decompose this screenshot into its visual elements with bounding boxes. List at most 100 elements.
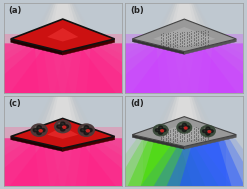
- Polygon shape: [0, 42, 142, 93]
- Circle shape: [31, 124, 47, 136]
- Circle shape: [37, 131, 41, 135]
- Polygon shape: [184, 135, 236, 149]
- Polygon shape: [154, 138, 247, 186]
- Circle shape: [155, 129, 159, 132]
- Circle shape: [64, 125, 69, 128]
- Circle shape: [58, 123, 64, 127]
- Polygon shape: [76, 43, 140, 93]
- Circle shape: [203, 129, 207, 133]
- Polygon shape: [97, 43, 182, 93]
- Text: (b): (b): [130, 5, 144, 15]
- Circle shape: [63, 126, 66, 128]
- Circle shape: [201, 125, 215, 137]
- Polygon shape: [51, 96, 75, 132]
- Circle shape: [81, 129, 85, 132]
- Polygon shape: [0, 136, 169, 186]
- Polygon shape: [153, 124, 215, 142]
- Polygon shape: [47, 127, 78, 139]
- Polygon shape: [10, 136, 116, 186]
- Circle shape: [179, 126, 183, 129]
- Polygon shape: [0, 43, 71, 93]
- Polygon shape: [132, 39, 184, 54]
- Polygon shape: [184, 39, 236, 54]
- Polygon shape: [0, 42, 169, 93]
- Circle shape: [84, 131, 89, 135]
- Polygon shape: [141, 138, 247, 186]
- Polygon shape: [37, 96, 89, 132]
- Polygon shape: [0, 43, 39, 93]
- Circle shape: [39, 130, 42, 132]
- Polygon shape: [131, 42, 237, 93]
- Text: (d): (d): [130, 99, 144, 108]
- Polygon shape: [102, 138, 231, 186]
- Polygon shape: [168, 96, 201, 132]
- Polygon shape: [65, 43, 150, 93]
- Circle shape: [41, 129, 45, 132]
- Polygon shape: [37, 3, 89, 37]
- Polygon shape: [158, 3, 210, 37]
- Polygon shape: [76, 138, 140, 186]
- Polygon shape: [86, 43, 193, 93]
- Circle shape: [208, 131, 211, 133]
- Text: (a): (a): [8, 5, 22, 15]
- Circle shape: [61, 122, 65, 125]
- Polygon shape: [118, 43, 161, 93]
- Polygon shape: [172, 96, 196, 132]
- Polygon shape: [32, 96, 93, 132]
- Polygon shape: [132, 135, 184, 149]
- Circle shape: [209, 129, 213, 133]
- Polygon shape: [0, 136, 142, 186]
- Polygon shape: [54, 138, 161, 186]
- Circle shape: [159, 131, 163, 134]
- Polygon shape: [32, 3, 93, 37]
- Circle shape: [180, 124, 185, 128]
- Polygon shape: [197, 43, 247, 93]
- Polygon shape: [11, 136, 63, 151]
- Circle shape: [88, 129, 92, 132]
- Polygon shape: [105, 42, 247, 93]
- Polygon shape: [0, 138, 71, 186]
- Polygon shape: [11, 119, 115, 148]
- Polygon shape: [0, 138, 39, 186]
- Polygon shape: [163, 3, 206, 37]
- Polygon shape: [63, 39, 115, 55]
- Polygon shape: [41, 96, 84, 132]
- Polygon shape: [86, 43, 129, 93]
- Polygon shape: [132, 19, 236, 52]
- Polygon shape: [125, 34, 243, 93]
- Polygon shape: [107, 43, 171, 93]
- Polygon shape: [128, 138, 206, 186]
- Polygon shape: [47, 28, 78, 42]
- Circle shape: [33, 129, 38, 132]
- Polygon shape: [178, 141, 226, 186]
- Polygon shape: [158, 96, 210, 132]
- Circle shape: [182, 128, 186, 132]
- Polygon shape: [0, 43, 50, 93]
- Circle shape: [82, 126, 87, 131]
- Polygon shape: [46, 3, 79, 37]
- Polygon shape: [166, 138, 245, 186]
- Polygon shape: [65, 138, 150, 186]
- Polygon shape: [132, 117, 236, 146]
- Polygon shape: [0, 138, 60, 186]
- Polygon shape: [153, 27, 215, 46]
- Polygon shape: [208, 43, 247, 93]
- Polygon shape: [115, 138, 219, 186]
- Circle shape: [61, 128, 65, 131]
- Circle shape: [177, 122, 192, 133]
- Polygon shape: [0, 138, 50, 186]
- Polygon shape: [0, 43, 60, 93]
- Circle shape: [86, 130, 89, 132]
- Circle shape: [78, 124, 94, 136]
- Polygon shape: [4, 127, 122, 186]
- Polygon shape: [154, 3, 215, 37]
- Polygon shape: [163, 96, 206, 132]
- Circle shape: [185, 126, 190, 129]
- Polygon shape: [86, 138, 129, 186]
- Polygon shape: [187, 43, 247, 93]
- Polygon shape: [168, 3, 201, 37]
- Polygon shape: [10, 42, 116, 93]
- Circle shape: [161, 130, 164, 132]
- Circle shape: [185, 127, 187, 129]
- Circle shape: [157, 127, 162, 131]
